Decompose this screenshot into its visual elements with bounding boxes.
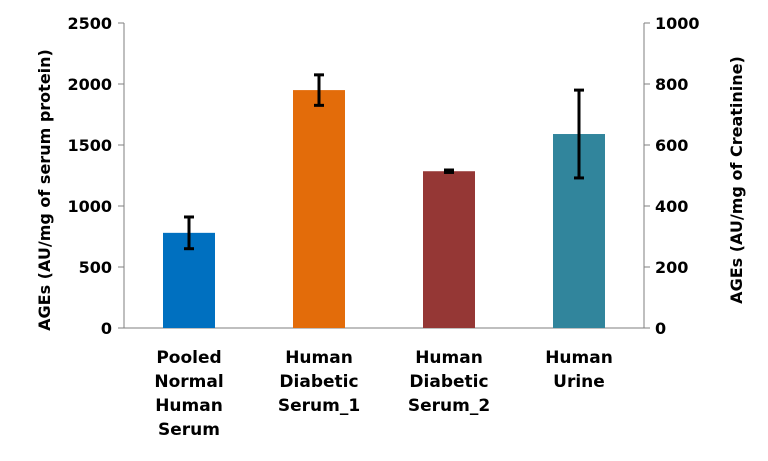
x-category-label: Human Urine [545,348,613,392]
x-category-label: Human Diabetic Serum_2 [408,348,490,416]
x-category-label-line: Pooled [156,348,221,368]
x-category-label-line: Serum_2 [408,396,490,416]
x-category-label: Pooled Normal Human Serum [154,348,223,440]
y-axis-title-left: AGEs (AU/mg of serum protein) [35,49,54,331]
y-tick-label-left: 2500 [67,14,112,33]
x-category-label-line: Diabetic [409,372,488,392]
x-category-label-line: Human [285,348,353,368]
y-tick-label-right: 600 [655,136,688,155]
y-tick-label-left: 500 [79,258,112,277]
x-category-label-line: Serum [158,420,220,440]
bar [293,90,345,328]
y-axis-title-right: AGEs (AU/mg of Creatinine) [727,56,746,304]
x-category-label-line: Human [545,348,613,368]
x-category-label-line: Human [415,348,483,368]
x-category-label-line: Serum_1 [278,396,360,416]
y-tick-label-right: 400 [655,197,688,216]
x-category-label-line: Normal [154,372,223,392]
y-tick-label-right: 800 [655,75,688,94]
y-tick-label-right: 200 [655,258,688,277]
y-tick-label-right: 0 [655,319,666,338]
x-category-label-line: Diabetic [279,372,358,392]
y-tick-label-right: 1000 [655,14,700,33]
y-tick-label-left: 1500 [67,136,112,155]
plot-area: 0 500 1000 1500 2000 2500 0 200 400 600 800 1000 Poo… [67,14,699,440]
y-tick-label-left: 0 [101,319,112,338]
x-category-label-line: Human [155,396,223,416]
y-tick-label-left: 2000 [67,75,112,94]
x-category-label-line: Urine [553,372,605,392]
y-tick-label-left: 1000 [67,197,112,216]
bar [423,171,475,328]
x-category-label: Human Diabetic Serum_1 [278,348,360,416]
